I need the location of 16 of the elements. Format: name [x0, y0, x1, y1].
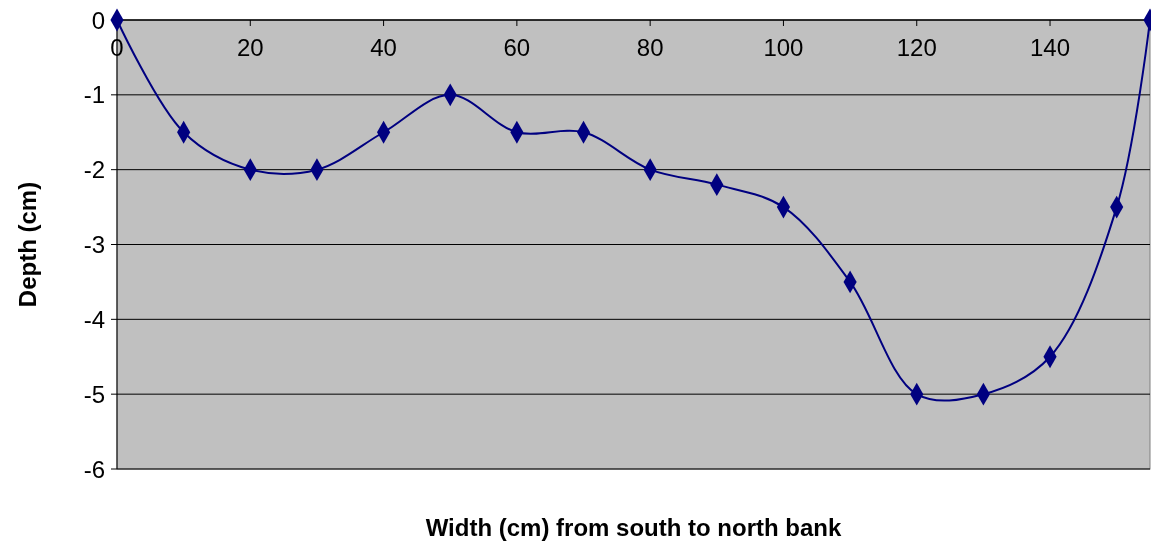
- x-tick-label: 20: [236, 34, 264, 61]
- y-tick-label: -5: [83, 380, 105, 408]
- x-tick-label: 100: [763, 34, 804, 61]
- y-tick-label: -6: [83, 455, 105, 483]
- y-tick-label: 0: [91, 6, 105, 34]
- y-tick-label: -1: [83, 81, 105, 109]
- y-axis-title: Depth (cm): [14, 181, 41, 308]
- y-tick-label: -4: [83, 305, 105, 333]
- x-tick-label: 120: [896, 34, 937, 61]
- x-axis-title: Width (cm) from south to north bank: [425, 514, 843, 541]
- y-tick-label: -3: [83, 231, 105, 258]
- y-tick-label: -2: [83, 156, 105, 184]
- x-tick-label: 80: [636, 34, 664, 61]
- x-tick-label: 60: [503, 34, 531, 61]
- x-tick-label: 140: [1030, 34, 1071, 61]
- x-tick-label: 40: [370, 34, 397, 61]
